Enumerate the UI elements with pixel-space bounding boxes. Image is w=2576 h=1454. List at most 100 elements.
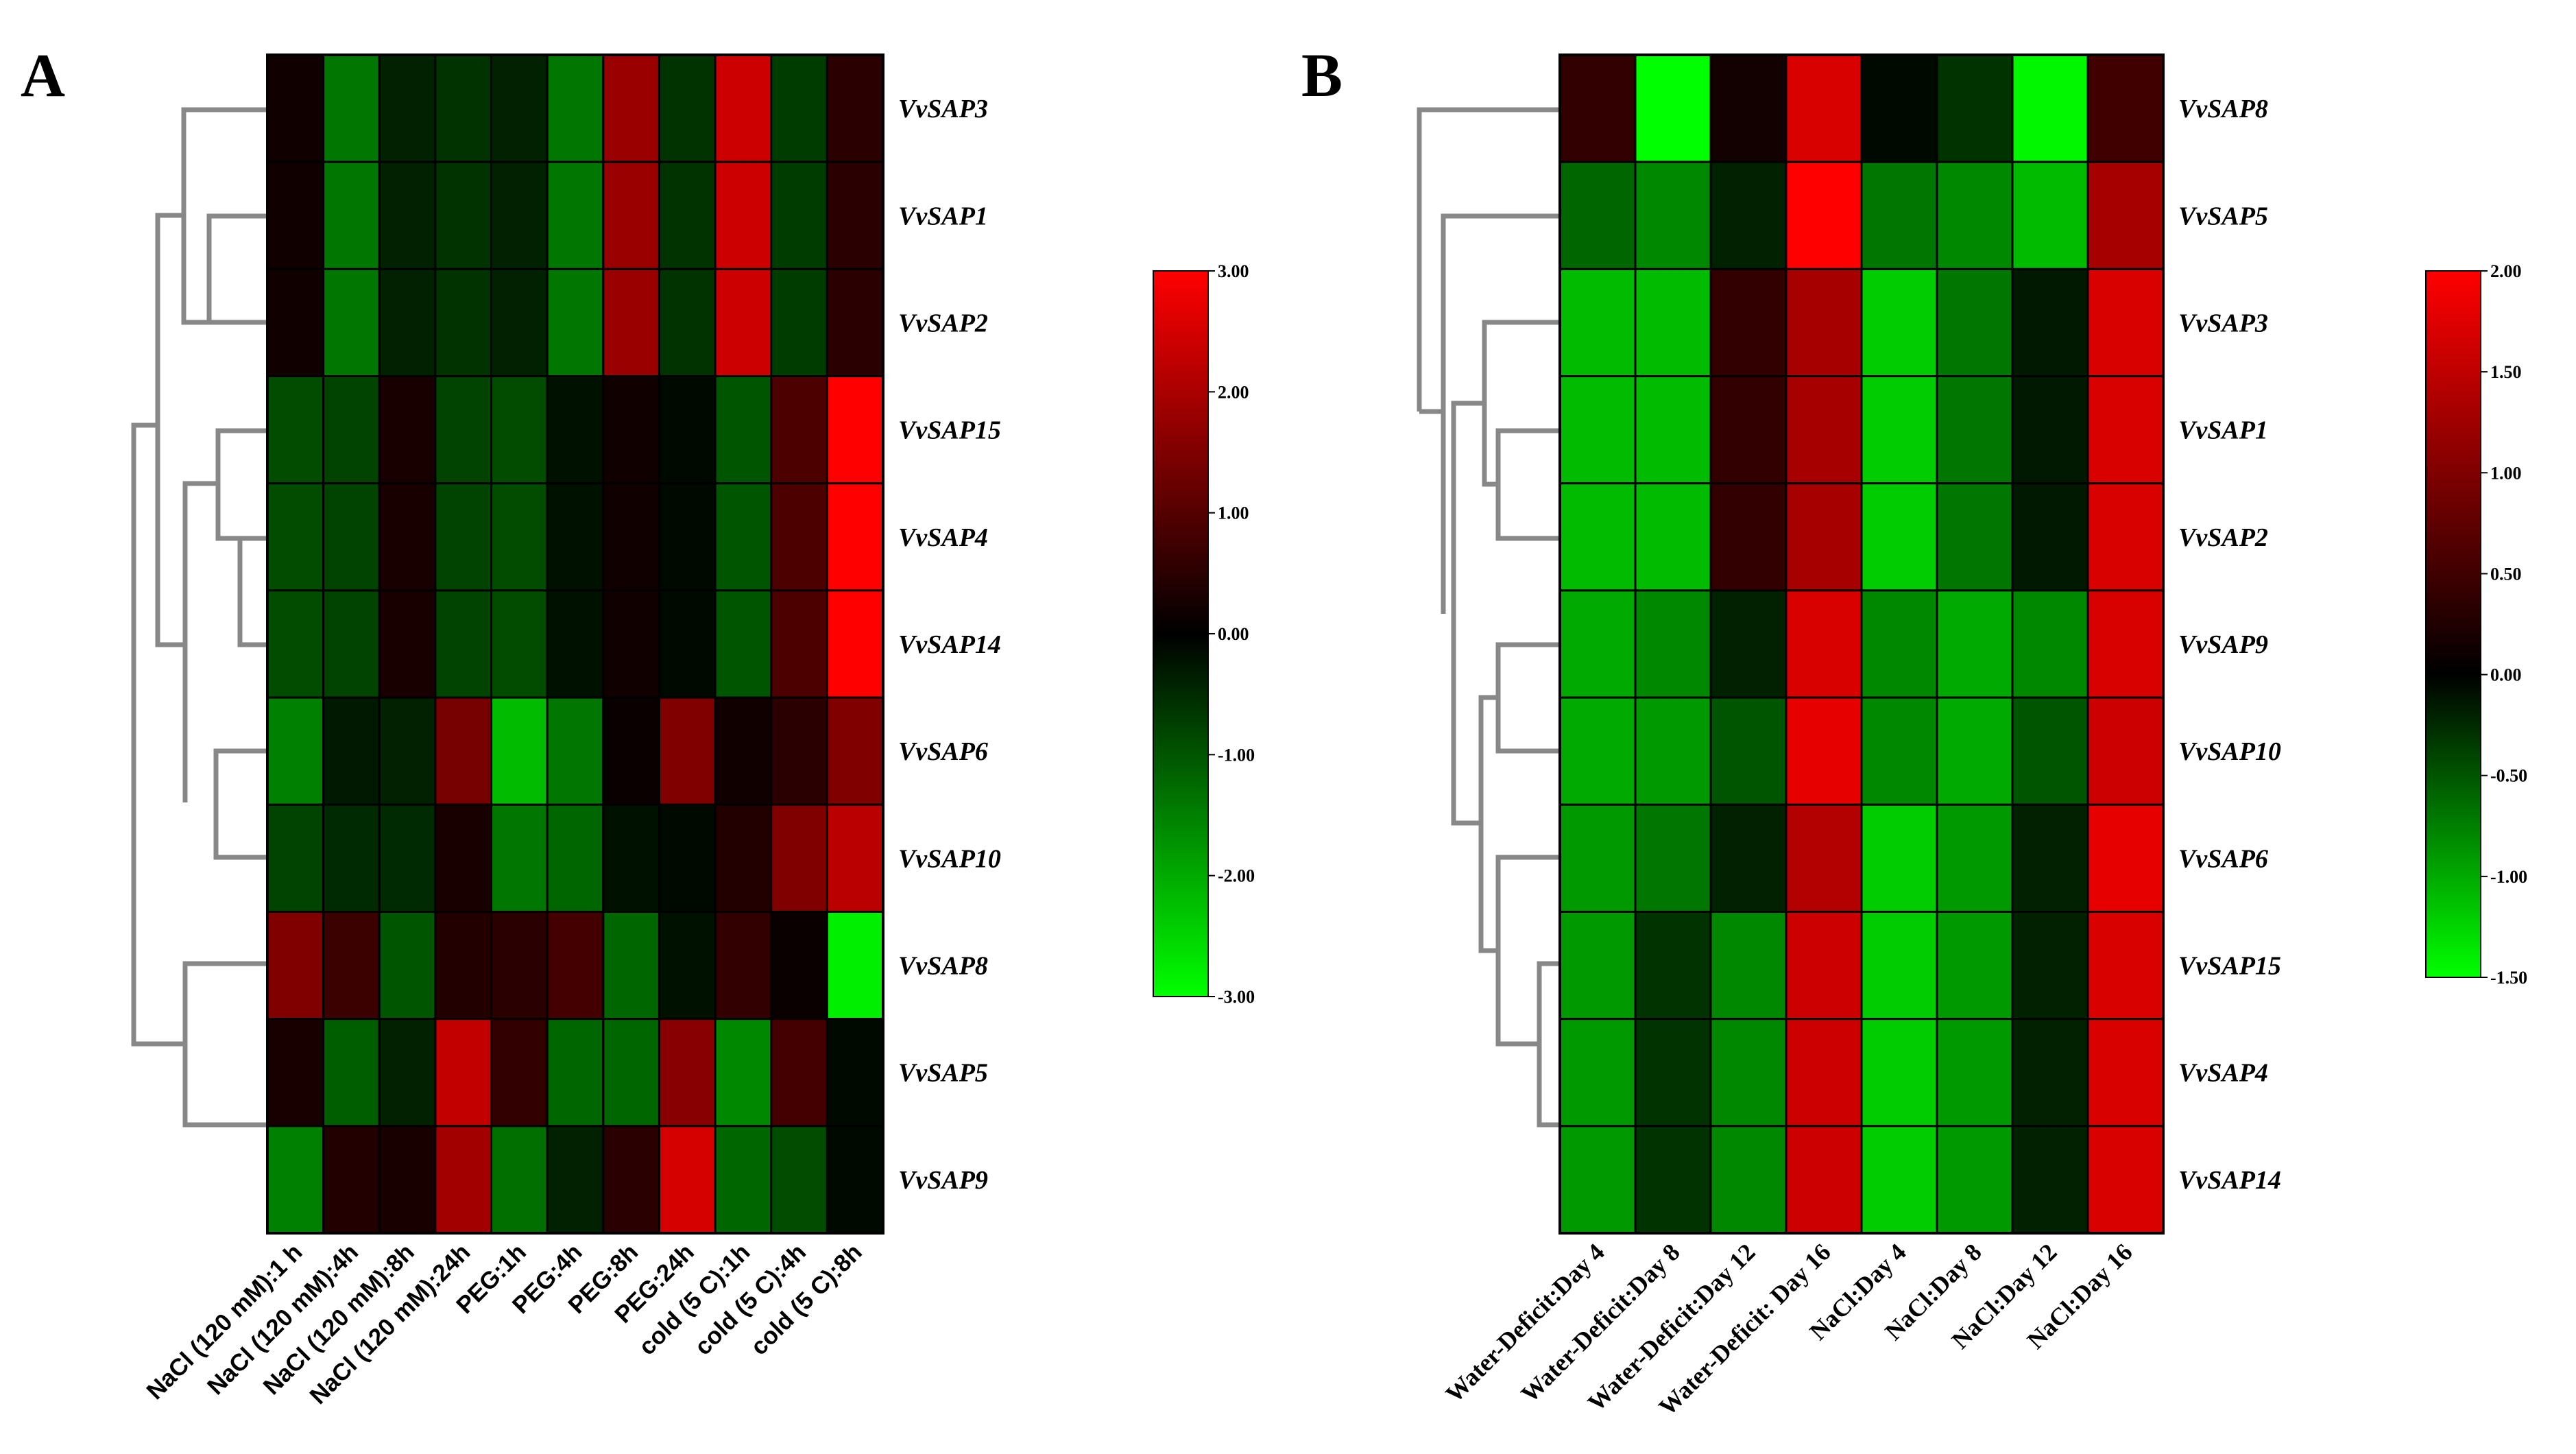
heatmap-cell bbox=[1936, 375, 2014, 485]
heatmap-cell bbox=[1709, 53, 1787, 163]
heatmap-cell bbox=[1936, 482, 2014, 592]
heatmap-cell bbox=[2011, 482, 2089, 592]
heatmap-cell bbox=[322, 375, 381, 485]
colorbar-tick-label: 3.00 bbox=[1218, 261, 1249, 281]
heatmap-cell bbox=[770, 53, 828, 163]
heatmap-cell bbox=[714, 375, 773, 485]
colorbar-b bbox=[2425, 270, 2481, 978]
colorbar-tick-label: 0.50 bbox=[2490, 564, 2522, 584]
heatmap-cell bbox=[658, 375, 717, 485]
heatmap-cell bbox=[266, 589, 325, 699]
heatmap-cell bbox=[1785, 696, 1863, 806]
heatmap-cell bbox=[378, 267, 437, 378]
heatmap-cell bbox=[2011, 803, 2089, 913]
colorbar-tick-label: 2.00 bbox=[1218, 382, 1249, 402]
heatmap-cell bbox=[266, 160, 325, 270]
heatmap-cell bbox=[2086, 1125, 2165, 1235]
heatmap-cell bbox=[826, 267, 884, 378]
gene-label: VvSAP9 bbox=[898, 1166, 988, 1195]
heatmap-cell bbox=[322, 160, 381, 270]
colorbar-tick-label: -1.00 bbox=[1218, 745, 1255, 765]
panel-b-label: B bbox=[1301, 42, 1343, 110]
heatmap-cell bbox=[490, 482, 549, 592]
gene-label: VvSAP5 bbox=[898, 1059, 988, 1088]
gene-label: VvSAP3 bbox=[2178, 309, 2268, 337]
heatmap-cell bbox=[2086, 1018, 2165, 1128]
gene-label: VvSAP1 bbox=[898, 202, 988, 230]
heatmap-cell bbox=[826, 160, 884, 270]
heatmap-cell bbox=[770, 1018, 828, 1128]
heatmap-cell bbox=[714, 803, 773, 913]
dendrogram-b bbox=[1417, 107, 1560, 1128]
heatmap-cell bbox=[2086, 53, 2165, 163]
heatmap-cell bbox=[714, 696, 773, 806]
gene-label: VvSAP3 bbox=[898, 95, 988, 123]
heatmap-cell bbox=[546, 482, 605, 592]
gene-label: VvSAP8 bbox=[898, 952, 988, 981]
heatmap-cell bbox=[770, 482, 828, 592]
heatmap-cell bbox=[1936, 53, 2014, 163]
heatmap-cell bbox=[658, 803, 717, 913]
heatmap-cell bbox=[546, 1125, 605, 1235]
heatmap-cell bbox=[2086, 803, 2165, 913]
heatmap-cell bbox=[322, 696, 381, 806]
colorbar-a-ticks: 3.00 2.00 1.00 0.00 -1.00 -2.00 -3.00 bbox=[1208, 261, 1255, 1007]
gene-label: VvSAP8 bbox=[2178, 95, 2268, 123]
heatmap-cell bbox=[378, 482, 437, 592]
colorbar-tick-label: 1.50 bbox=[2490, 362, 2522, 382]
heatmap-cell bbox=[658, 696, 717, 806]
colorbar-tick-label: 0.00 bbox=[1218, 624, 1249, 644]
heatmap-cell bbox=[322, 1018, 381, 1128]
heatmap-cell bbox=[1936, 696, 2014, 806]
heatmap-cell bbox=[1558, 1018, 1637, 1128]
heatmap-cell bbox=[658, 267, 717, 378]
heatmap-cell bbox=[658, 160, 717, 270]
heatmap-cell bbox=[434, 910, 493, 1021]
heatmap-cell bbox=[1634, 910, 1712, 1021]
heatmap-cell bbox=[1860, 803, 1938, 913]
heatmap-cell bbox=[1709, 803, 1787, 913]
heatmap-cell bbox=[434, 696, 493, 806]
heatmap-cell bbox=[2011, 160, 2089, 270]
heatmap-cell bbox=[826, 1018, 884, 1128]
heatmap-cell bbox=[1558, 589, 1637, 699]
heatmap-cell bbox=[602, 589, 660, 699]
heatmap-cell bbox=[1860, 267, 1938, 378]
heatmap-cell bbox=[2011, 53, 2089, 163]
heatmap-cell bbox=[378, 589, 437, 699]
heatmap-cell bbox=[602, 696, 660, 806]
heatmap-cell bbox=[1860, 1018, 1938, 1128]
heatmap-cell bbox=[490, 267, 549, 378]
dendrogram-a bbox=[131, 107, 267, 1128]
heatmap-cell bbox=[1709, 482, 1787, 592]
heatmap-cell bbox=[658, 53, 717, 163]
colorbar-a bbox=[1153, 270, 1209, 997]
heatmap-cell bbox=[1860, 375, 1938, 485]
heatmap-cell bbox=[1558, 375, 1637, 485]
heatmap-cell bbox=[546, 267, 605, 378]
heatmap-cell bbox=[1634, 589, 1712, 699]
colorbar-tick-label: -0.50 bbox=[2490, 766, 2527, 786]
heatmap-cell bbox=[378, 1125, 437, 1235]
heatmap-cell bbox=[378, 1018, 437, 1128]
heatmap-cell bbox=[602, 803, 660, 913]
heatmap-cell bbox=[378, 160, 437, 270]
heatmap-cell bbox=[490, 696, 549, 806]
heatmap-cell bbox=[490, 53, 549, 163]
gene-label: VvSAP5 bbox=[2178, 202, 2268, 230]
heatmap-b: VvSAP8 VvSAP5 VvSAP3 VvSAP1 VvSAP2 VvSAP9 VvSA… bbox=[1440, 53, 2281, 1421]
heatmap-cell bbox=[322, 482, 381, 592]
heatmap-cell bbox=[714, 1018, 773, 1128]
heatmap-cell bbox=[826, 1125, 884, 1235]
heatmap-cell bbox=[378, 375, 437, 485]
heatmap-cell bbox=[434, 160, 493, 270]
heatmap-cell bbox=[1785, 160, 1863, 270]
heatmap-cell bbox=[1634, 1018, 1712, 1128]
heatmap-cell bbox=[1558, 910, 1637, 1021]
heatmap-cell bbox=[266, 482, 325, 592]
heatmap-cell bbox=[770, 910, 828, 1021]
colorbar-tick-label: -2.00 bbox=[1218, 866, 1255, 886]
colorbar-tick-label: -1.00 bbox=[2490, 867, 2527, 887]
heatmap-cell bbox=[826, 696, 884, 806]
gene-label: VvSAP9 bbox=[2178, 630, 2268, 659]
